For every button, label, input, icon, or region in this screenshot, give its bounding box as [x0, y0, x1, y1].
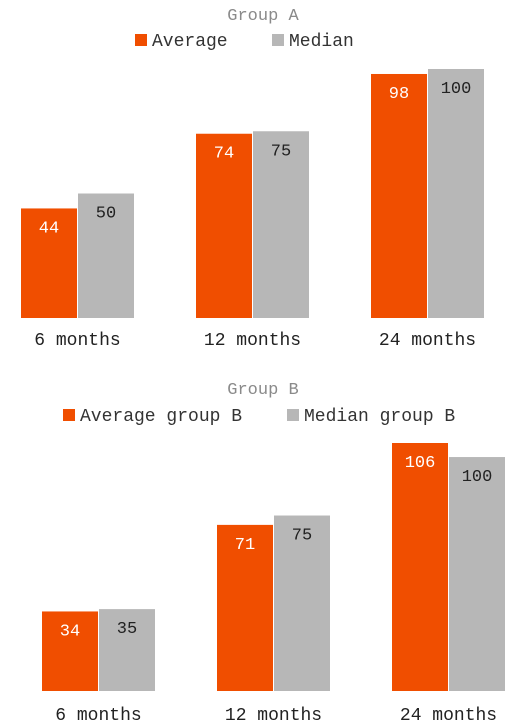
data-label-average-2: 74 — [214, 145, 234, 164]
chart-group-2: Group B Average group B Median group B 34 35… — [42, 381, 505, 726]
legend-swatch-average — [63, 409, 75, 421]
chart-title: Group B — [227, 381, 298, 400]
bar-median-1 — [78, 193, 134, 318]
x-tick-label: 12 months — [225, 706, 322, 726]
legend-label-median: Median group B — [304, 407, 455, 427]
chart-group-1: Group A Average Median 44 50 6 months 74 75 12 m… — [21, 7, 484, 351]
chart-title: Group A — [227, 7, 299, 26]
bar-median-2 — [274, 515, 330, 691]
x-tick-label: 6 months — [55, 706, 141, 726]
x-tick-label: 6 months — [34, 331, 120, 351]
data-label-median-1: 50 — [96, 205, 116, 224]
legend-swatch-average — [135, 34, 147, 46]
data-label-average-3: 98 — [389, 85, 409, 104]
bar-median-3 — [428, 69, 484, 318]
legend-label-average: Average — [152, 32, 228, 52]
data-label-average-1: 34 — [60, 622, 80, 641]
data-label-average-1: 44 — [39, 219, 59, 238]
data-label-median-3: 100 — [441, 80, 472, 99]
data-label-median-3: 100 — [462, 468, 493, 487]
bar-average-3 — [371, 73, 427, 318]
legend-label-median: Median — [289, 32, 354, 52]
bar-median-1 — [99, 609, 155, 691]
legend-swatch-median — [287, 409, 299, 421]
data-label-median-2: 75 — [271, 142, 291, 161]
x-tick-label: 24 months — [379, 331, 476, 351]
data-label-median-1: 35 — [117, 620, 137, 639]
x-tick-label: 24 months — [400, 706, 497, 726]
x-tick-label: 12 months — [204, 331, 301, 351]
legend-label-average: Average group B — [80, 407, 242, 427]
data-label-median-2: 75 — [292, 527, 312, 546]
bar-average-2 — [217, 524, 273, 691]
data-label-average-3: 106 — [405, 454, 436, 473]
legend-swatch-median — [272, 34, 284, 46]
data-label-average-2: 71 — [235, 536, 255, 555]
bar-average-2 — [196, 133, 252, 318]
bar-median-2 — [253, 131, 309, 318]
bar-median-3 — [449, 457, 505, 691]
bar-average-1 — [21, 208, 77, 318]
bar-average-1 — [42, 611, 98, 691]
bar-average-3 — [392, 443, 448, 691]
